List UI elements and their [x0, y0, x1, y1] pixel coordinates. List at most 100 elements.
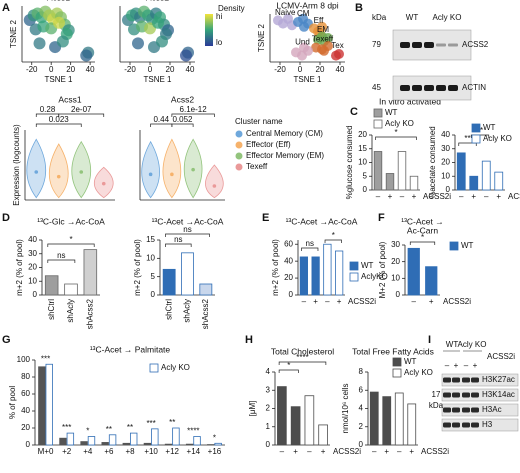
- x-tick-label: shAcss2: [201, 298, 210, 329]
- bar: [38, 366, 46, 446]
- legend-label: Effector Memory (EM): [246, 151, 324, 160]
- panel-label: A: [2, 2, 10, 14]
- bar: [151, 428, 159, 446]
- y-tick-label: 30: [391, 240, 400, 249]
- x-tick-label: +2: [62, 447, 72, 456]
- violin: [205, 164, 224, 199]
- annotation: ns: [306, 239, 314, 248]
- point: [80, 49, 93, 62]
- legend-swatch: [471, 123, 481, 133]
- blot-strip: [441, 403, 519, 417]
- bar: [193, 436, 201, 446]
- x-tick-label: shAcss2: [85, 298, 94, 329]
- x-tick-label: +: [313, 297, 318, 306]
- y-tick-label: 40: [28, 235, 37, 244]
- bar: [318, 424, 328, 446]
- bar: [335, 250, 344, 296]
- y-tick-label: 0: [33, 290, 38, 299]
- band: [443, 377, 451, 383]
- y-tick-label: 0: [151, 290, 156, 299]
- y-tick-label: 0: [363, 185, 368, 194]
- band: [412, 42, 422, 48]
- x-tick-label: +4: [83, 447, 93, 456]
- annotation: ***: [41, 354, 50, 363]
- bar: [80, 441, 88, 446]
- band: [400, 85, 410, 91]
- y-tick-label: 10: [441, 171, 450, 180]
- panel-label: G: [2, 334, 11, 346]
- colorbar-tick-label: hi: [216, 12, 222, 21]
- x-tick-label: -20: [124, 65, 136, 74]
- x-tick-label: –: [280, 447, 285, 456]
- point: [33, 37, 46, 50]
- point: [156, 35, 168, 48]
- legend-swatch: [449, 241, 459, 251]
- legend-swatch: [373, 108, 383, 118]
- bar: [185, 443, 194, 446]
- significance-bracket: [58, 113, 105, 117]
- blot-row-label: H3K14ac: [482, 390, 515, 399]
- panel-label: D: [2, 212, 10, 224]
- significance-bracket: [150, 123, 173, 127]
- legend-label: WT: [483, 123, 496, 132]
- x-tick-label: +6: [104, 447, 114, 456]
- blot-row-label: H3: [482, 420, 493, 429]
- point: [299, 42, 309, 53]
- blot-marker: 45: [372, 83, 381, 92]
- x-tick-label: +: [384, 447, 389, 456]
- legend-swatch: [235, 152, 243, 160]
- annotation: ***: [146, 419, 155, 428]
- bar: [108, 434, 117, 446]
- significance-bracket: [278, 361, 327, 365]
- legend-label: WT: [404, 357, 417, 366]
- y-axis-label: M+2 (% of pool): [378, 241, 387, 298]
- x-axis-label: ACSS2i: [423, 192, 451, 201]
- x-tick-label: M+0: [38, 447, 54, 456]
- bar: [397, 151, 407, 191]
- annotation: *: [287, 361, 290, 370]
- y-tick-label: 10: [28, 276, 37, 285]
- legend-label: WT: [385, 108, 398, 117]
- bar: [129, 432, 138, 446]
- x-tick-label: +12: [165, 447, 179, 456]
- band: [452, 422, 460, 428]
- x-tick-label: +: [388, 192, 393, 201]
- band: [452, 377, 460, 383]
- blot-column-label: Acly KO: [433, 13, 462, 22]
- chart-title: ¹³C-Acet → Palmitate: [90, 344, 171, 354]
- x-tick-label: –: [400, 192, 405, 201]
- legend-label: Acly KO: [161, 363, 190, 372]
- significance-bracket: [165, 243, 192, 247]
- band: [471, 377, 479, 383]
- y-axis-label: % of pool: [8, 386, 17, 420]
- significance-bracket: [375, 136, 417, 140]
- y-axis-label: m+2 (% of pool): [271, 239, 280, 296]
- y-tick-label: 40: [441, 130, 450, 139]
- bar: [394, 392, 404, 446]
- bar: [290, 406, 301, 446]
- blot-row-label: ACTIN: [462, 83, 486, 92]
- y-tick-label: 8: [359, 367, 364, 376]
- y-tick-label: 0: [446, 185, 451, 194]
- y-tick-label: 1: [266, 422, 271, 431]
- y-axis-label: nmol/10⁶ cells: [341, 384, 350, 434]
- x-tick-label: -20: [26, 65, 38, 74]
- x-tick-label: 40: [86, 65, 95, 74]
- x-axis-label: ACSS2i: [348, 297, 376, 306]
- blot-row-label: H3Ac: [482, 405, 502, 414]
- legend-label: Acly KO: [385, 119, 414, 128]
- x-axis-label: ACSS2i: [443, 297, 471, 306]
- annotation: **: [169, 418, 175, 427]
- x-tick-label: +: [429, 297, 434, 306]
- y-tick-label: 10: [391, 273, 400, 282]
- x-tick-label: 0: [298, 65, 303, 74]
- y-tick-label: 0: [266, 440, 271, 449]
- band: [424, 85, 434, 91]
- band: [462, 392, 470, 398]
- chart-title: ¹³C-Acet →Ac-CoA: [152, 216, 224, 226]
- annotation: 0.28: [40, 105, 56, 114]
- panel-label: E: [262, 212, 269, 224]
- panel-label: F: [378, 212, 385, 224]
- bar: [369, 391, 379, 446]
- significance-bracket: [171, 113, 215, 117]
